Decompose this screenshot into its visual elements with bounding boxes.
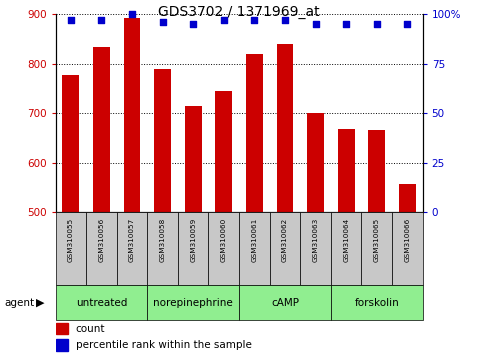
Text: GSM310060: GSM310060 — [221, 218, 227, 262]
Text: GSM310061: GSM310061 — [251, 218, 257, 262]
Text: GSM310057: GSM310057 — [129, 218, 135, 262]
Bar — [239, 212, 270, 285]
Text: untreated: untreated — [76, 298, 127, 308]
Bar — [246, 54, 263, 212]
Bar — [300, 212, 331, 285]
Bar — [56, 323, 69, 335]
Bar — [369, 130, 385, 212]
Bar — [178, 212, 209, 285]
Point — [312, 21, 319, 27]
Text: ▶: ▶ — [36, 298, 45, 308]
Bar — [86, 212, 117, 285]
Bar — [239, 285, 331, 320]
Point — [159, 19, 167, 25]
Bar — [185, 106, 201, 212]
Text: percentile rank within the sample: percentile rank within the sample — [76, 340, 252, 350]
Text: forskolin: forskolin — [355, 298, 399, 308]
Bar — [154, 69, 171, 212]
Bar — [117, 212, 147, 285]
Text: count: count — [76, 324, 105, 334]
Point — [403, 21, 411, 27]
Text: cAMP: cAMP — [271, 298, 299, 308]
Text: GSM310056: GSM310056 — [99, 218, 104, 262]
Bar — [215, 91, 232, 212]
Text: GSM310064: GSM310064 — [343, 218, 349, 262]
Point — [342, 21, 350, 27]
Text: GSM310059: GSM310059 — [190, 218, 196, 262]
Bar — [361, 212, 392, 285]
Point — [189, 21, 197, 27]
Text: GDS3702 / 1371969_at: GDS3702 / 1371969_at — [158, 5, 320, 19]
Text: GSM310058: GSM310058 — [159, 218, 166, 262]
Bar — [93, 47, 110, 212]
Point — [251, 17, 258, 23]
Point — [373, 21, 381, 27]
Text: GSM310065: GSM310065 — [374, 218, 380, 262]
Text: GSM310063: GSM310063 — [313, 218, 319, 262]
Point — [128, 11, 136, 17]
Point — [220, 17, 227, 23]
Text: agent: agent — [5, 298, 35, 308]
Bar — [307, 113, 324, 212]
Bar — [331, 212, 361, 285]
Bar — [270, 212, 300, 285]
Point — [98, 17, 105, 23]
Point — [67, 17, 75, 23]
Bar — [56, 285, 147, 320]
Bar — [147, 285, 239, 320]
Bar — [124, 18, 141, 212]
Bar — [56, 212, 86, 285]
Bar — [56, 339, 69, 350]
Bar — [147, 212, 178, 285]
Text: GSM310055: GSM310055 — [68, 218, 74, 262]
Bar — [209, 212, 239, 285]
Bar — [399, 184, 416, 212]
Bar — [331, 285, 423, 320]
Bar — [277, 44, 293, 212]
Text: norepinephrine: norepinephrine — [153, 298, 233, 308]
Point — [281, 17, 289, 23]
Bar — [338, 129, 355, 212]
Bar — [392, 212, 423, 285]
Text: GSM310066: GSM310066 — [404, 218, 411, 262]
Bar — [62, 75, 79, 212]
Text: GSM310062: GSM310062 — [282, 218, 288, 262]
